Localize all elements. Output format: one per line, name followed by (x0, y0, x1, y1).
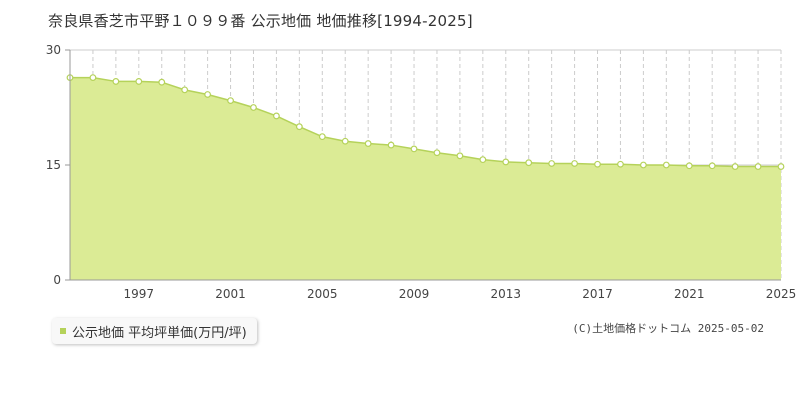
data-point (204, 91, 212, 98)
chart-title: 奈良県香芝市平野１０９９番 公示地価 地価推移[1994-2025] (48, 12, 473, 30)
data-point (273, 112, 280, 120)
x-tick-label: 2025 (766, 287, 797, 301)
series-points (66, 74, 785, 170)
data-point (571, 160, 578, 167)
data-point (731, 163, 739, 170)
data-point (364, 140, 372, 147)
y-tick-label: 15 (46, 158, 61, 172)
axes (65, 49, 781, 281)
data-point (708, 162, 716, 170)
data-point (456, 152, 464, 160)
x-tick-label: 2001 (215, 287, 246, 301)
data-point (250, 104, 257, 111)
legend-swatch (60, 328, 66, 334)
copyright-text: (C)土地価格ドットコム 2025-05-02 (572, 322, 764, 335)
data-point (617, 160, 624, 168)
data-point (685, 162, 693, 170)
data-point (433, 149, 441, 157)
data-point (410, 145, 418, 153)
data-point (227, 97, 234, 104)
x-tick-label: 2009 (399, 287, 430, 301)
x-tick-label: 2021 (674, 287, 705, 301)
data-point (754, 163, 762, 170)
legend-label: 公示地価 平均坪単価(万円/坪) (72, 325, 247, 341)
data-point (479, 156, 487, 164)
data-point (89, 74, 97, 81)
data-point (295, 123, 303, 131)
data-point (387, 141, 395, 149)
x-tick-label: 2017 (582, 287, 613, 301)
data-point (112, 78, 120, 85)
series-area (70, 77, 781, 280)
y-tick-labels: 0 15 30 (46, 43, 61, 287)
data-point (662, 161, 670, 169)
data-point (158, 78, 166, 86)
data-point (318, 133, 326, 141)
data-point (777, 163, 785, 170)
data-point (135, 78, 143, 85)
x-tick-label: 2013 (491, 287, 522, 301)
y-tick-label: 0 (53, 273, 61, 287)
y-tick-label: 30 (46, 43, 61, 57)
data-point (525, 159, 533, 167)
legend: 公示地価 平均坪単価(万円/坪) (52, 318, 257, 344)
x-tick-label: 2005 (307, 287, 338, 301)
x-tick-label: 1997 (124, 287, 155, 301)
data-point (548, 160, 556, 167)
data-point (502, 158, 510, 166)
data-point (594, 160, 601, 168)
series-line (70, 76, 781, 168)
x-tick-labels: 1997 2001 2005 2009 2013 2017 2021 2025 (124, 287, 797, 301)
data-point (341, 137, 349, 145)
data-point (181, 86, 189, 94)
data-point (639, 161, 647, 169)
